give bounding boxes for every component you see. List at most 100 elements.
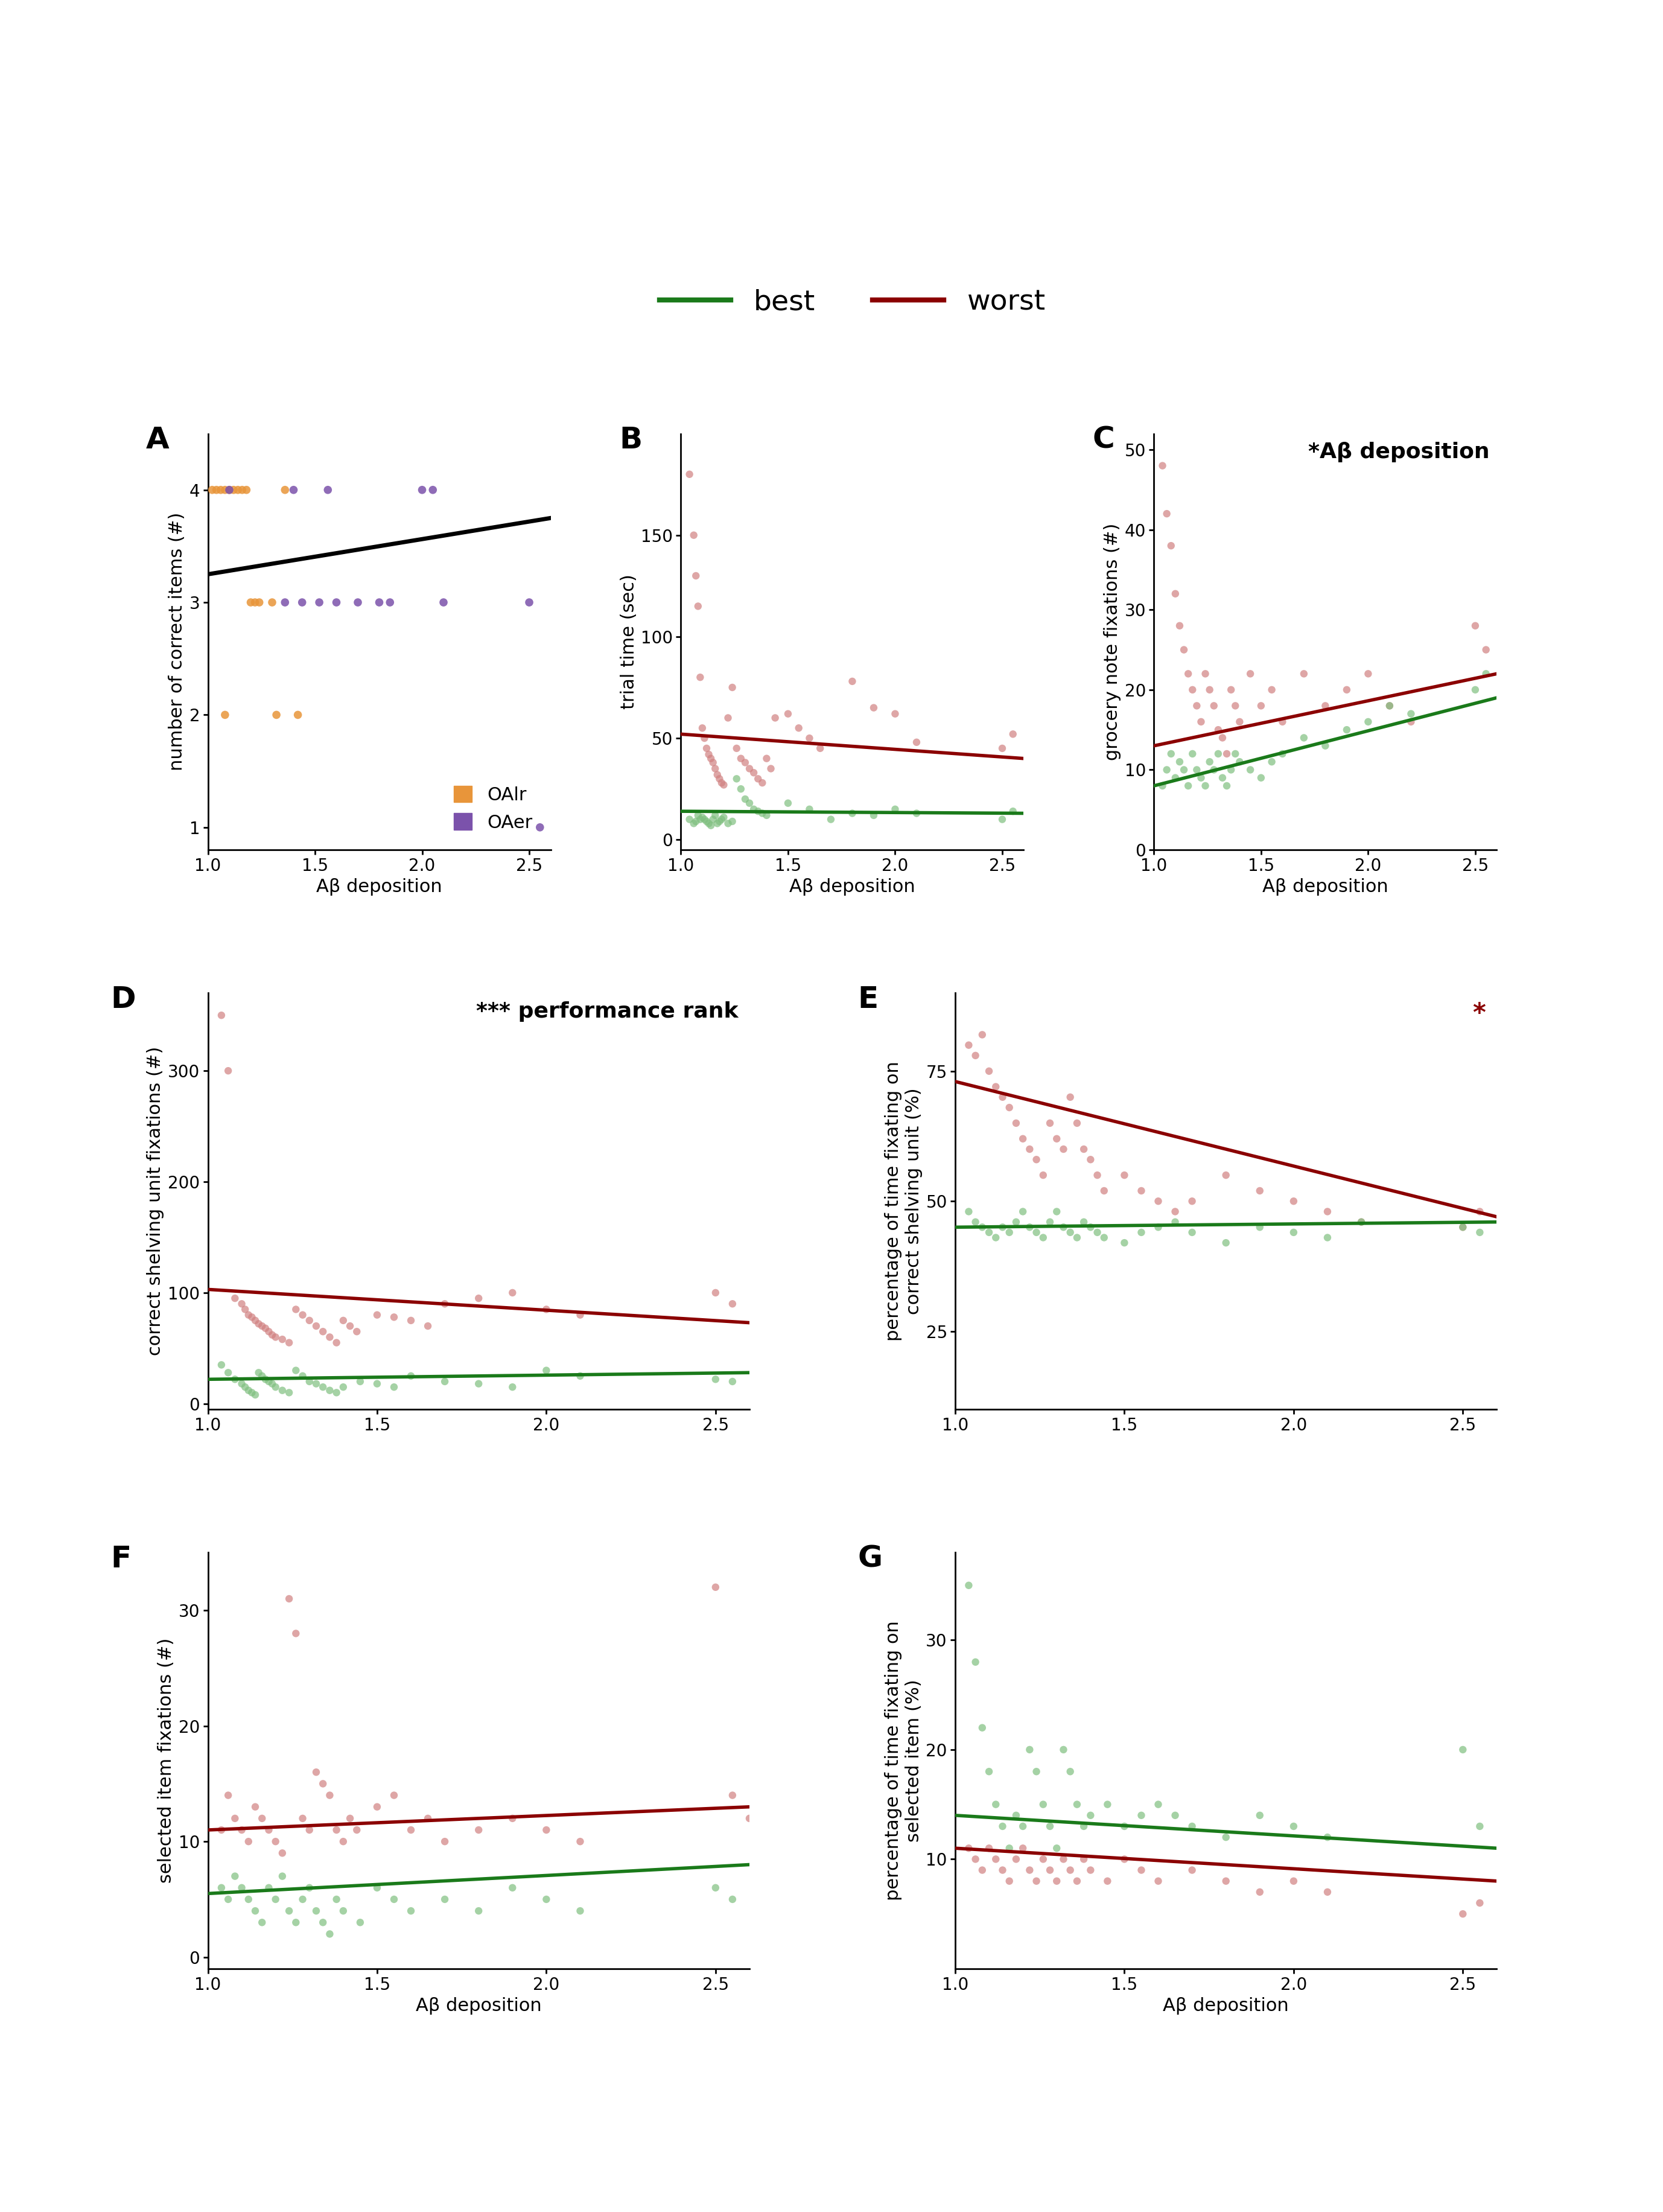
Point xyxy=(1043,1863,1069,1898)
Point xyxy=(707,803,733,838)
Point xyxy=(703,757,730,792)
Point xyxy=(263,1318,289,1354)
Legend: best, worst: best, worst xyxy=(649,276,1056,327)
Point xyxy=(309,1314,336,1349)
Point xyxy=(1049,1210,1076,1245)
Point xyxy=(1214,737,1241,772)
Point xyxy=(748,765,775,801)
Text: E: E xyxy=(858,984,878,1013)
Point xyxy=(1206,737,1232,772)
Point xyxy=(1058,1754,1084,1790)
Point xyxy=(1462,672,1488,708)
Point xyxy=(1128,1798,1154,1834)
Point xyxy=(1111,1809,1137,1845)
Point xyxy=(303,1367,329,1402)
Point xyxy=(567,1296,594,1332)
Point xyxy=(1397,703,1424,739)
Point xyxy=(989,1809,1016,1845)
Point xyxy=(1212,1157,1239,1192)
Point xyxy=(256,1365,283,1400)
Point xyxy=(710,768,737,803)
Point xyxy=(516,584,542,619)
Point xyxy=(718,803,745,838)
Point xyxy=(1201,688,1227,723)
Point xyxy=(1029,1787,1056,1823)
Point xyxy=(1269,703,1295,739)
Point xyxy=(1009,1832,1036,1867)
Point xyxy=(956,1832,983,1867)
Point xyxy=(1179,1851,1206,1887)
Text: G: G xyxy=(858,1544,883,1573)
Point xyxy=(303,1307,329,1343)
Point xyxy=(366,584,392,619)
Point xyxy=(263,1369,289,1405)
Point xyxy=(241,584,268,619)
Text: *: * xyxy=(1473,1002,1485,1026)
Point xyxy=(797,792,823,827)
Point xyxy=(1247,1874,1274,1909)
Point xyxy=(364,1869,391,1905)
Point xyxy=(1334,712,1360,748)
Point xyxy=(970,1018,996,1053)
Point xyxy=(1281,1863,1307,1898)
Point xyxy=(289,584,316,619)
Point xyxy=(702,1363,728,1398)
Point xyxy=(715,701,742,737)
Point xyxy=(234,1825,261,1860)
Point xyxy=(737,1801,763,1836)
Point xyxy=(1174,657,1201,692)
Point xyxy=(228,1869,254,1905)
Point xyxy=(976,1053,1003,1088)
Point xyxy=(1450,1732,1477,1767)
Point xyxy=(1450,1210,1477,1245)
Point xyxy=(682,803,708,838)
Point xyxy=(1166,608,1192,644)
Point xyxy=(1154,495,1181,531)
Point xyxy=(1467,1885,1493,1920)
Point xyxy=(1111,1840,1137,1876)
Point xyxy=(381,1882,407,1918)
Point xyxy=(364,1790,391,1825)
Point xyxy=(697,807,723,843)
Point xyxy=(229,471,256,507)
Point xyxy=(692,801,718,836)
Point xyxy=(728,772,755,807)
Point xyxy=(1184,752,1211,787)
Point xyxy=(431,1882,457,1918)
Point xyxy=(1058,1851,1084,1887)
Point xyxy=(996,1091,1023,1126)
Point xyxy=(1162,761,1189,796)
Point xyxy=(1397,697,1424,732)
Point xyxy=(963,1037,989,1073)
Point xyxy=(1149,768,1176,803)
Point xyxy=(1212,1863,1239,1898)
Point xyxy=(956,1026,983,1062)
Point xyxy=(228,1285,254,1321)
Point xyxy=(1064,1787,1091,1823)
Point xyxy=(1312,688,1339,723)
Text: *Aβ deposition: *Aβ deposition xyxy=(1309,442,1490,462)
Point xyxy=(1029,1157,1056,1192)
Point xyxy=(1043,1832,1069,1867)
Point xyxy=(881,697,908,732)
Point xyxy=(775,785,802,821)
Point xyxy=(256,1869,283,1905)
Point xyxy=(323,1882,349,1918)
Point xyxy=(1078,1798,1104,1834)
Point xyxy=(397,1812,424,1847)
Point xyxy=(785,710,812,745)
Point xyxy=(989,1851,1016,1887)
Point xyxy=(1237,752,1264,787)
Point xyxy=(1128,1172,1154,1208)
Point xyxy=(1003,1106,1029,1141)
Point xyxy=(253,1310,279,1345)
Point xyxy=(1174,768,1201,803)
Point xyxy=(249,1801,276,1836)
Point xyxy=(1214,768,1241,803)
Point xyxy=(221,1858,248,1893)
Point xyxy=(534,1292,560,1327)
Point xyxy=(983,1787,1009,1823)
Point xyxy=(1078,1210,1104,1245)
Point xyxy=(1209,721,1236,757)
Text: D: D xyxy=(110,984,135,1013)
